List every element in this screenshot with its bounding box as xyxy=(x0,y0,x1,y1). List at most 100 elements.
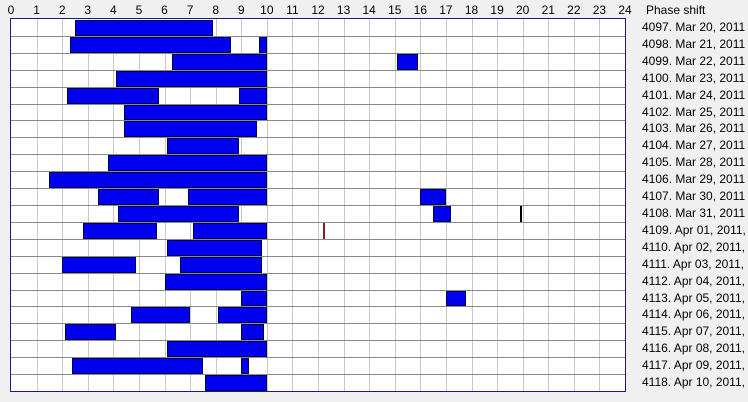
activity-bar xyxy=(167,341,267,358)
grid-line-horizontal xyxy=(11,238,625,240)
grid-line-horizontal xyxy=(11,289,625,291)
row-label: 4107. Mar 30, 2011 xyxy=(642,189,746,204)
row-label: 4117. Apr 09, 2011, xyxy=(642,358,745,373)
grid-line-horizontal xyxy=(11,120,625,122)
x-tick-label: 19 xyxy=(490,3,504,17)
row-label: 4113. Apr 05, 2011, xyxy=(642,290,745,305)
x-tick-label: 5 xyxy=(135,3,143,17)
row-label: 4114. Apr 06, 2011, xyxy=(642,307,745,322)
activity-bar xyxy=(64,324,116,341)
grid-line-horizontal xyxy=(11,374,625,376)
x-tick-label: 3 xyxy=(84,3,92,17)
activity-bar xyxy=(69,36,231,53)
x-tick-label: 9 xyxy=(237,3,245,17)
x-tick-label: 11 xyxy=(286,3,299,17)
activity-bar xyxy=(238,87,267,104)
activity-bar xyxy=(167,138,239,155)
grid-line-horizontal xyxy=(11,52,625,54)
row-label: 4109. Apr 01, 2011, xyxy=(642,222,746,237)
grid-line-horizontal xyxy=(11,255,625,257)
activity-bar xyxy=(74,20,214,36)
x-tick-label: 7 xyxy=(186,3,194,17)
grid-line-horizontal xyxy=(11,357,625,359)
activity-bar xyxy=(115,70,267,87)
x-tick-label: 0 xyxy=(7,3,15,17)
grid-line-horizontal xyxy=(11,205,625,206)
row-label: 4110. Apr 02, 2011, xyxy=(642,239,745,254)
activity-bar xyxy=(179,256,262,273)
grid-line-horizontal xyxy=(11,69,625,71)
x-tick-label: 12 xyxy=(311,3,325,17)
grid-line-horizontal xyxy=(11,171,625,173)
x-tick-label: 13 xyxy=(336,3,351,17)
x-tick-label: 15 xyxy=(388,3,402,17)
activity-bar xyxy=(62,256,137,273)
row-label: 4100. Mar 23, 2011 xyxy=(642,70,746,85)
activity-bar xyxy=(241,290,267,307)
row-label: 4101. Mar 24, 2011 xyxy=(642,87,746,102)
activity-bar xyxy=(187,189,267,205)
activity-bar xyxy=(433,206,452,222)
row-label: 4112. Apr 04, 2011, xyxy=(642,273,745,288)
row-label: 4098. Mar 21, 2011 xyxy=(642,36,746,51)
x-tick-label: 21 xyxy=(541,3,555,17)
x-tick-label: 23 xyxy=(592,3,607,17)
activity-bar xyxy=(118,206,239,222)
row-label: 4116. Apr 08, 2011, xyxy=(642,341,745,356)
activity-bar xyxy=(397,53,418,70)
x-tick-label: 10 xyxy=(260,3,274,17)
grid-line-horizontal xyxy=(11,137,625,139)
activity-bar xyxy=(205,375,267,391)
grid-line-horizontal xyxy=(11,188,625,190)
row-label: 4105. Mar 28, 2011 xyxy=(642,155,746,170)
activity-bar xyxy=(192,222,267,239)
x-axis-hours: 0 1 2 3 4 5 6 7 8 9 10 11 12 13 14 15 16 17 18 19 20 21 22 23 24 xyxy=(0,0,640,18)
x-tick-label: 17 xyxy=(439,3,453,17)
row-label: 4111. Apr 03, 2011, xyxy=(642,256,745,271)
activity-bar xyxy=(445,290,467,307)
row-label: 4097. Mar 20, 2011 xyxy=(642,20,746,34)
row-label: 4104. Mar 27, 2011 xyxy=(642,138,746,153)
x-tick-label: 18 xyxy=(464,3,479,17)
grid-line-horizontal xyxy=(11,103,625,105)
phase-shift-header: Phase shift xyxy=(646,3,706,17)
activity-plot xyxy=(10,18,626,392)
x-tick-label: 14 xyxy=(362,3,376,17)
x-tick-label: 2 xyxy=(58,3,66,17)
grid-line-horizontal xyxy=(11,86,625,88)
x-tick-label: 6 xyxy=(161,3,168,17)
row-label: 4118. Apr 10, 2011, xyxy=(642,375,745,390)
row-label: 4115. Apr 07, 2011, xyxy=(642,324,745,339)
activity-bar xyxy=(123,121,257,138)
event-marker xyxy=(520,206,523,222)
x-tick-label: 16 xyxy=(413,3,428,17)
activity-bar xyxy=(108,155,267,172)
activity-bar xyxy=(82,222,157,239)
x-tick-label: 1 xyxy=(33,3,40,17)
x-tick-label: 22 xyxy=(567,3,581,17)
activity-bar xyxy=(72,358,203,375)
activity-bar xyxy=(131,307,191,324)
grid-line-horizontal xyxy=(11,35,625,37)
grid-line-horizontal xyxy=(11,272,625,274)
activity-bar xyxy=(164,273,267,290)
activity-bar xyxy=(123,104,267,121)
activity-bar xyxy=(218,307,267,324)
activity-bar xyxy=(167,239,262,256)
event-marker xyxy=(323,222,326,239)
activity-bar xyxy=(241,324,265,341)
grid-line-horizontal xyxy=(11,340,625,342)
activity-bar xyxy=(97,189,160,205)
activity-bar xyxy=(241,358,249,375)
row-label: 4099. Mar 22, 2011 xyxy=(642,53,746,68)
row-label: 4108. Mar 31, 2011 xyxy=(642,206,746,220)
activity-bar xyxy=(49,172,267,189)
x-tick-label: 8 xyxy=(212,3,219,17)
grid-line-horizontal xyxy=(11,323,625,325)
x-tick-label: 4 xyxy=(109,3,117,17)
grid-line-horizontal xyxy=(11,154,625,156)
activity-bar xyxy=(420,189,446,205)
activity-bar xyxy=(172,53,267,70)
activity-bar xyxy=(67,87,160,104)
x-tick-label: 20 xyxy=(515,3,530,17)
